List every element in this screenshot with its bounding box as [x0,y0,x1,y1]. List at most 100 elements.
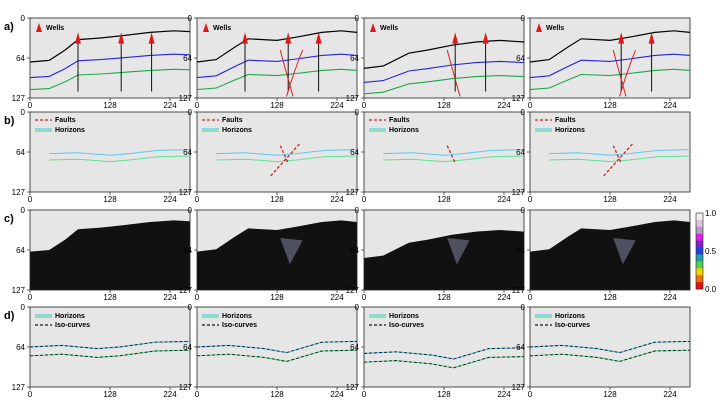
x-tick-label: 128 [437,390,451,399]
well-marker-icon [315,32,322,44]
legend-isocurves: Iso-curves [55,322,90,329]
well-marker-icon [148,32,155,44]
y-tick-label: 0 [521,303,526,312]
y-tick-label: 127 [512,94,526,103]
y-tick-label: 0 [188,108,193,117]
x-tick-label: 224 [330,101,344,110]
horizon-middle [363,60,525,83]
panel-frame [196,111,358,193]
y-tick-label: 127 [512,188,526,197]
x-tick-label: 0 [28,293,33,302]
x-tick-label: 224 [663,101,677,110]
colorbar-frame [695,212,704,290]
legend-faults: Faults [555,117,576,124]
well-marker-icon [75,32,81,44]
legend-faults: Faults [222,117,243,124]
horizon-middle [529,53,691,79]
horizon-top [529,30,691,63]
model-layer [530,220,690,290]
x-tick-label: 224 [663,293,677,302]
y-tick-label: 0 [188,206,193,215]
x-tick-label: 224 [497,293,511,302]
y-tick-label: 0 [521,206,526,215]
row-label: b) [4,115,15,127]
colorbar-tick-label: 0.0 [705,285,717,294]
x-tick-label: 224 [330,293,344,302]
fault-line [286,49,304,97]
fault-line [612,49,627,97]
x-tick-label: 128 [103,195,117,204]
well-marker-icon [618,32,625,44]
fault-line [619,49,637,97]
y-tick-label: 64 [16,148,25,157]
fault-dashed [603,143,633,177]
y-tick-label: 127 [179,188,193,197]
colorbar-segment [696,213,703,221]
x-tick-label: 0 [195,390,200,399]
x-tick-label: 128 [103,101,117,110]
isocurve-line [29,340,191,350]
isocurve-line [29,349,191,358]
legend-horizons: Horizons [55,127,85,134]
row-label: a) [4,21,14,33]
fault-line [446,49,461,97]
y-tick-label: 0 [355,206,360,215]
y-tick-label: 127 [179,286,193,295]
x-tick-label: 128 [270,390,284,399]
x-tick-label: 0 [195,101,200,110]
x-tick-label: 128 [270,195,284,204]
x-tick-label: 224 [163,101,177,110]
colorbar-segment [696,247,703,255]
colorbar-tick-label: 1.0 [705,209,717,218]
isocurve-line [196,340,358,354]
y-tick-label: 127 [179,383,193,392]
legend-isocurves: Iso-curves [555,322,590,329]
fault-block [447,238,470,265]
y-tick-label: 127 [512,286,526,295]
y-tick-label: 0 [355,303,360,312]
y-tick-label: 64 [183,343,192,352]
x-tick-label: 128 [437,293,451,302]
row-label: d) [4,310,15,322]
x-tick-label: 224 [663,390,677,399]
isocurve-line [363,356,525,369]
isocurve-line [196,349,358,362]
horizon-lower [363,75,525,95]
horizon-middle [29,53,191,79]
x-tick-label: 0 [528,101,533,110]
fault-line [279,49,294,97]
panel-frame [196,306,358,388]
horizon-line [49,149,191,156]
colorbar-tick-label: 0.5 [705,247,717,256]
fault-dashed [279,145,289,164]
panel-frame [363,306,525,388]
y-tick-label: 127 [346,383,360,392]
fault-block [613,238,636,265]
y-tick-label: 64 [350,343,359,352]
horizon-lower [529,68,691,91]
colorbar-segment [696,282,703,290]
panel-frame [29,306,191,388]
horizon-lower [29,68,191,91]
horizon-line [49,155,191,163]
legend-wells: Wells [380,25,398,32]
x-tick-label: 128 [270,293,284,302]
y-tick-label: 64 [16,246,25,255]
y-tick-label: 64 [183,246,192,255]
isocurve-line [529,349,691,362]
wells-legend-icon [536,23,542,32]
legend-wells: Wells [46,25,64,32]
colorbar-segment [696,233,703,241]
x-tick-label: 224 [330,195,344,204]
x-tick-label: 224 [163,390,177,399]
colorbar-segment [696,219,703,228]
legend-isocurves: Iso-curves [389,322,424,329]
fault-dashed [446,145,456,164]
y-tick-label: 127 [346,188,360,197]
legend-horizons: Horizons [389,313,419,320]
x-tick-label: 0 [28,195,33,204]
y-tick-label: 0 [355,14,360,23]
